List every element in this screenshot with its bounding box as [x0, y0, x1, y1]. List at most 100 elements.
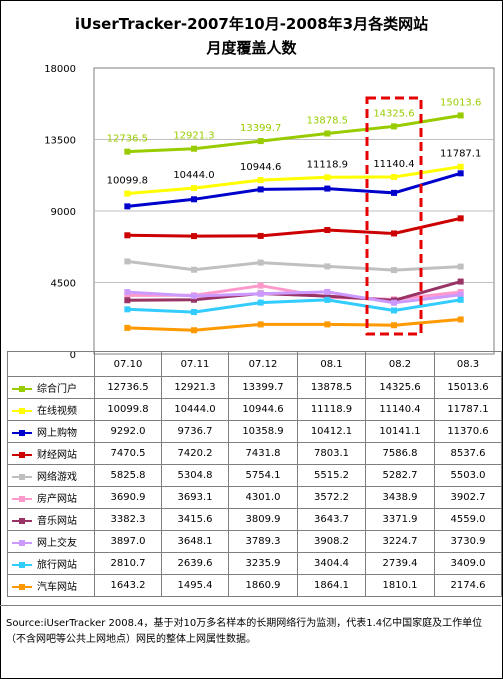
series-line: [127, 165, 461, 195]
data-label: 12921.3: [173, 131, 214, 142]
data-point: [391, 173, 397, 180]
table-cell: 5282.7: [365, 464, 435, 487]
table-row: 综合门户 12736.5 12921.3 13399.7 13878.5 14325.6 1…: [7, 376, 502, 399]
series-line: [127, 298, 461, 314]
data-point: [124, 324, 131, 331]
data-point: [324, 174, 331, 181]
legend-label: 在线视频: [37, 406, 77, 417]
data-point: [124, 306, 131, 313]
table-cell: 13399.7: [228, 376, 298, 399]
legend-entry: 网上购物: [7, 420, 95, 443]
table-cell: 1810.1: [365, 574, 435, 597]
table-cell: 1495.4: [161, 574, 229, 597]
table-cell: 9736.7: [161, 420, 229, 443]
data-point: [391, 230, 397, 237]
table-cell: 3693.1: [161, 486, 229, 509]
data-point: [257, 282, 264, 289]
legend-entry: 综合门户: [7, 376, 95, 399]
legend-entry: 网络游戏: [7, 464, 95, 487]
table-cell: 7586.8: [365, 442, 435, 465]
source-note: Source:iUserTracker 2008.4，基于对10万多名样本的长期…: [0, 605, 501, 648]
data-point: [191, 185, 197, 192]
series-line: [127, 317, 461, 332]
chart-title-line2: 月度覆盖人数: [206, 39, 297, 57]
table-cell: 3897.0: [94, 530, 162, 553]
table-cell: 7431.8: [228, 442, 298, 465]
legend-entry: 音乐网站: [7, 508, 95, 531]
table-cell: 3690.9: [94, 486, 162, 509]
legend-swatch: [12, 561, 32, 569]
x-tick-label: 08.3: [434, 351, 502, 377]
data-label: 13399.7: [240, 123, 281, 134]
data-point: [457, 163, 464, 170]
table-row: 音乐网站 3382.3 3415.6 3809.9 3643.7 3371.9 4559.0: [7, 508, 502, 531]
data-point: [391, 322, 397, 329]
data-point: [457, 170, 464, 177]
table-cell: 3235.9: [228, 552, 298, 575]
table-cell: 11118.9: [297, 398, 366, 421]
legend-entry: 汽车网站: [7, 574, 95, 597]
table-cell: 2810.7: [94, 552, 162, 575]
data-point: [191, 309, 197, 316]
data-label: 13878.5: [307, 115, 348, 126]
legend-label: 汽车网站: [37, 582, 77, 593]
x-tick-label: 08.1: [297, 351, 366, 377]
table-cell: 9292.0: [94, 420, 162, 443]
table-cell: 10944.6: [228, 398, 298, 421]
table-cell: 11787.1: [434, 398, 502, 421]
legend-swatch: [12, 385, 32, 393]
table-cell: 2174.6: [434, 574, 502, 597]
data-label: 11140.4: [373, 159, 414, 170]
data-point: [324, 293, 331, 300]
legend-label: 网上购物: [37, 428, 77, 439]
table-corner: [7, 351, 95, 377]
table-cell: 10412.1: [297, 420, 366, 443]
data-point: [124, 297, 131, 304]
series-line: [127, 290, 461, 305]
data-point: [324, 321, 331, 328]
table-cell: 3224.7: [365, 530, 435, 553]
table-cell: 10141.1: [365, 420, 435, 443]
table-cell: 3648.1: [161, 530, 229, 553]
data-point: [124, 203, 131, 210]
legend-label: 旅行网站: [37, 560, 77, 571]
table-row: 旅行网站 2810.7 2639.6 3235.9 3404.4 2739.4 3409.0: [7, 552, 502, 575]
data-point: [191, 327, 197, 334]
data-point: [124, 289, 131, 296]
legend-label: 综合门户: [37, 384, 77, 395]
table-cell: 15013.6: [434, 376, 502, 399]
table-row: 网上交友 3897.0 3648.1 3789.3 3908.2 3224.7 3730.9: [7, 530, 502, 553]
table-row: 网上购物 9292.0 9736.7 10358.9 10412.1 10141.1 113…: [7, 420, 502, 443]
x-tick-label: 07.10: [94, 351, 162, 377]
table-cell: 11370.6: [434, 420, 502, 443]
table-cell: 4301.0: [228, 486, 298, 509]
table-cell: 7470.5: [94, 442, 162, 465]
table-cell: 10444.0: [161, 398, 229, 421]
data-point: [391, 267, 397, 274]
data-point: [257, 177, 264, 184]
legend-swatch: [12, 407, 32, 415]
table-cell: 3789.3: [228, 530, 298, 553]
data-point: [457, 112, 464, 119]
data-point: [324, 288, 331, 295]
y-tick-label: 18000: [44, 64, 76, 75]
table-row: 在线视频 10099.8 10444.0 10944.6 11118.9 11140.4 1…: [7, 398, 502, 421]
table-row: 汽车网站 1643.2 1495.4 1860.9 1864.1 1810.1 2174.6: [7, 574, 502, 597]
table-cell: 14325.6: [365, 376, 435, 399]
data-point: [324, 227, 331, 234]
table-cell: 12921.3: [161, 376, 229, 399]
data-label: 14325.6: [373, 108, 414, 119]
table-cell: 3643.7: [297, 508, 366, 531]
data-point: [124, 232, 131, 239]
table-cell: 5515.2: [297, 464, 366, 487]
data-point: [457, 215, 464, 222]
data-label: 10444.0: [173, 170, 214, 181]
table-cell: 3902.7: [434, 486, 502, 509]
table-cell: 3409.0: [434, 552, 502, 575]
series-line: [127, 280, 462, 302]
y-tick-label: 9000: [51, 207, 76, 218]
table-cell: 5304.8: [161, 464, 229, 487]
data-label: 11787.1: [440, 149, 481, 160]
legend-label: 网上交友: [37, 538, 77, 549]
